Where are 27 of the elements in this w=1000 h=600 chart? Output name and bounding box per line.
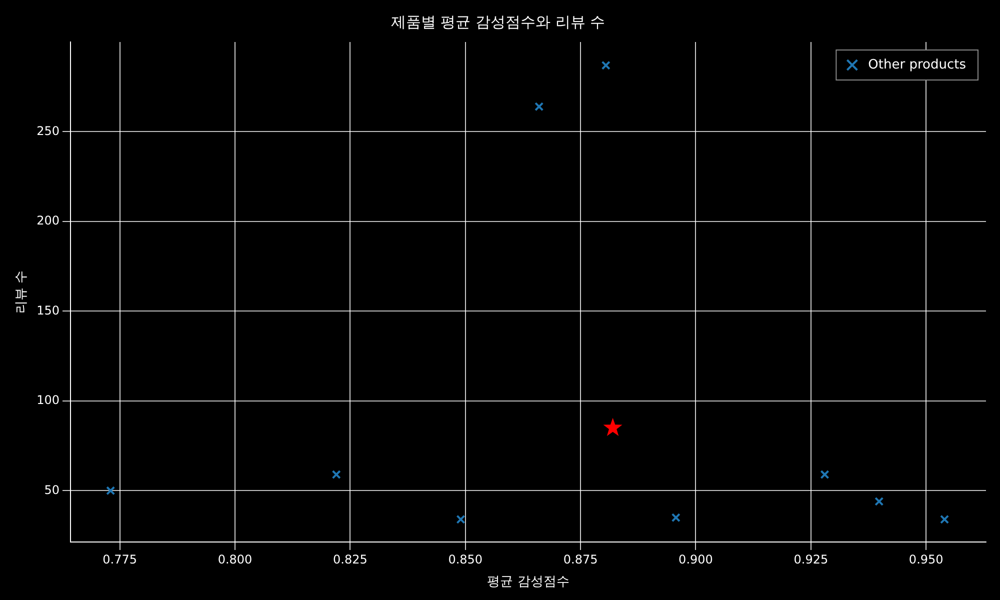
x-tick-label: 0.825 bbox=[332, 552, 368, 566]
point bbox=[534, 102, 544, 112]
x-axis-title: 평균 감성점수 bbox=[487, 574, 570, 590]
x-tick-label: 0.900 bbox=[678, 552, 713, 566]
x-tick-label: 0.850 bbox=[448, 552, 483, 566]
y-tick-label: 150 bbox=[36, 303, 60, 318]
x-tick-label: 0.800 bbox=[218, 552, 252, 566]
x-tick-label: 0.875 bbox=[563, 552, 598, 566]
point bbox=[820, 470, 830, 480]
point bbox=[332, 470, 341, 480]
point bbox=[601, 60, 610, 70]
point bbox=[106, 486, 116, 496]
y-tick-label: 250 bbox=[36, 124, 60, 138]
y-tick-label: 200 bbox=[36, 214, 60, 228]
x-tick-label: 0.950 bbox=[908, 552, 944, 566]
chart-title: 제품별 평균 감성점수와 리뷰 수 bbox=[390, 12, 606, 31]
y-axis-title: 리뷰 수 bbox=[14, 270, 30, 314]
legend-label: Other products bbox=[868, 57, 966, 72]
point bbox=[940, 514, 950, 524]
point bbox=[874, 496, 884, 506]
y-tick-label: 50 bbox=[44, 482, 60, 497]
x-tick-label: 0.775 bbox=[102, 552, 137, 566]
point bbox=[671, 513, 680, 522]
point bbox=[603, 418, 622, 436]
x-tick-label: 0.925 bbox=[794, 552, 828, 566]
point bbox=[456, 514, 466, 524]
y-tick-label: 100 bbox=[36, 393, 60, 408]
